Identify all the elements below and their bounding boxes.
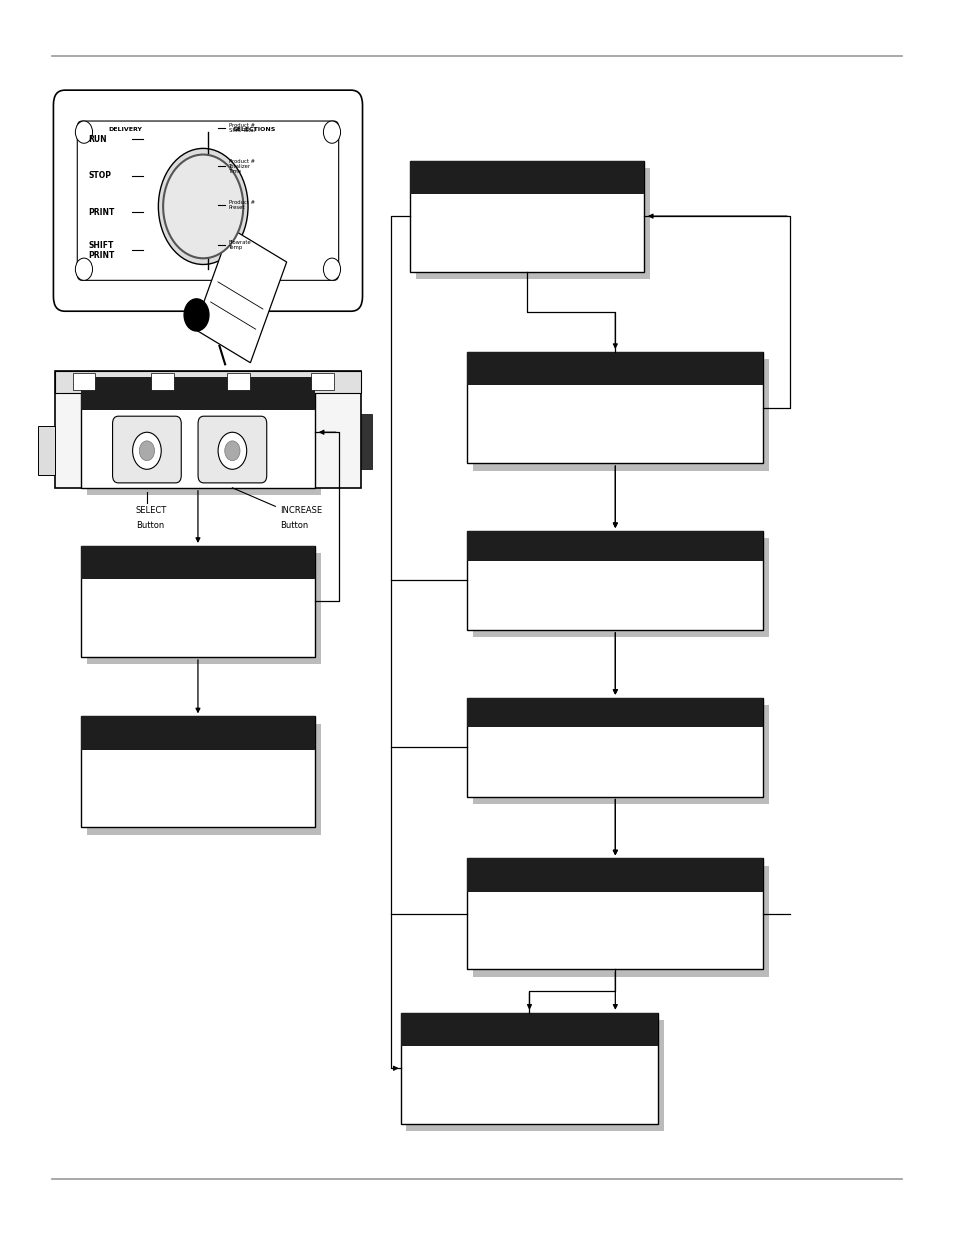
Bar: [410, 161, 643, 272]
Bar: [360, 414, 372, 469]
Text: RUN: RUN: [89, 135, 108, 144]
Bar: [467, 352, 762, 463]
Bar: [410, 161, 643, 194]
Circle shape: [323, 121, 340, 143]
Text: Button: Button: [280, 521, 308, 530]
FancyBboxPatch shape: [55, 370, 360, 488]
Bar: [311, 373, 334, 390]
Circle shape: [132, 432, 161, 469]
Bar: [87, 384, 320, 495]
Text: PRINT: PRINT: [89, 207, 115, 216]
FancyBboxPatch shape: [112, 416, 181, 483]
Bar: [473, 705, 768, 804]
Bar: [81, 377, 314, 488]
Circle shape: [75, 258, 92, 280]
Circle shape: [323, 258, 340, 280]
Bar: [87, 553, 320, 664]
Bar: [467, 858, 762, 892]
Bar: [416, 168, 649, 279]
Bar: [38, 426, 55, 475]
Text: SELECT: SELECT: [135, 506, 166, 515]
Circle shape: [225, 441, 240, 461]
Text: Product #
Shift Total: Product # Shift Total: [229, 124, 254, 133]
Bar: [467, 858, 762, 969]
Bar: [473, 359, 768, 471]
Bar: [467, 698, 762, 797]
Bar: [400, 1013, 658, 1124]
Polygon shape: [194, 228, 286, 363]
Circle shape: [218, 432, 247, 469]
Bar: [467, 352, 762, 385]
Text: Product #
Totalizer
Time: Product # Totalizer Time: [229, 159, 254, 174]
FancyBboxPatch shape: [53, 90, 362, 311]
Bar: [81, 377, 314, 410]
Bar: [467, 531, 762, 630]
Bar: [151, 373, 173, 390]
Bar: [467, 698, 762, 727]
FancyBboxPatch shape: [77, 121, 338, 280]
Bar: [406, 1020, 663, 1131]
Text: Flowrate
Temp: Flowrate Temp: [229, 240, 252, 249]
Text: Button: Button: [136, 521, 165, 530]
Text: DELIVERY: DELIVERY: [108, 127, 142, 132]
Bar: [87, 724, 320, 835]
Text: Product #
Preset: Product # Preset: [229, 200, 254, 210]
Text: SHIFT
PRINT: SHIFT PRINT: [89, 241, 115, 261]
Text: SELECTIONS: SELECTIONS: [232, 127, 275, 132]
Bar: [400, 1013, 658, 1046]
Circle shape: [158, 148, 248, 264]
FancyBboxPatch shape: [198, 416, 267, 483]
Text: INCREASE: INCREASE: [280, 506, 322, 515]
Circle shape: [139, 441, 154, 461]
Circle shape: [75, 121, 92, 143]
Circle shape: [184, 299, 209, 331]
Bar: [227, 373, 250, 390]
Bar: [473, 866, 768, 977]
Bar: [81, 546, 314, 657]
Circle shape: [163, 154, 243, 258]
Bar: [473, 538, 768, 637]
Text: STOP: STOP: [89, 172, 112, 180]
Bar: [467, 531, 762, 561]
Bar: [55, 370, 360, 393]
Bar: [72, 373, 95, 390]
Bar: [81, 716, 314, 827]
Bar: [81, 716, 314, 750]
Bar: [81, 546, 314, 579]
